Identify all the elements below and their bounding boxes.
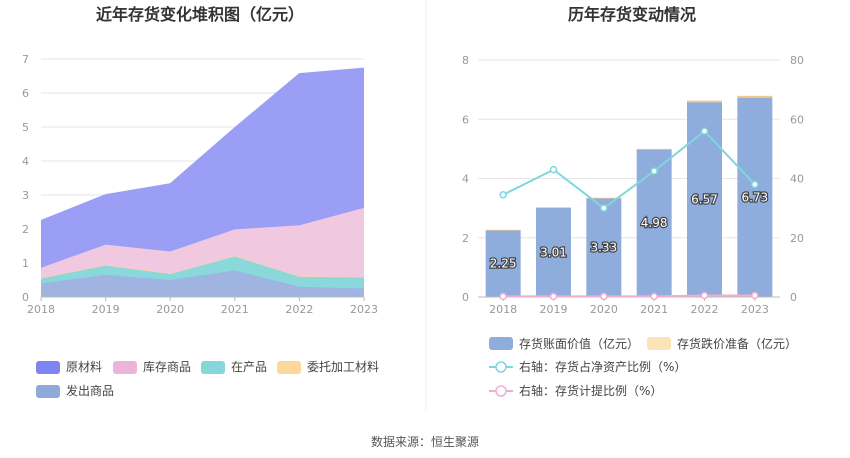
provision-ratio-line bbox=[503, 294, 755, 298]
ratio-to-net-assets-point bbox=[549, 165, 558, 174]
ratio-to-net-assets-point bbox=[751, 180, 759, 189]
left-y-tick-label: 4 bbox=[22, 155, 29, 168]
right-legend-swatch bbox=[647, 337, 671, 350]
left-x-tick-label: 2020 bbox=[156, 303, 184, 316]
left-y-tick-label: 1 bbox=[22, 257, 29, 270]
right-legend-label: 存货跌价准备（亿元） bbox=[677, 336, 797, 351]
right-y2-tick-label: 0 bbox=[790, 291, 797, 304]
right-x-tick-label: 2019 bbox=[540, 303, 568, 316]
left-y-tick-label: 7 bbox=[22, 53, 29, 66]
left-legend-swatch bbox=[113, 361, 137, 374]
right-legend-label: 右轴：存货计提比例（%） bbox=[519, 383, 662, 398]
data-source-note: 数据来源：恒生聚源 bbox=[371, 434, 479, 449]
inventory-value-bar bbox=[737, 97, 773, 297]
area-series-4 bbox=[41, 68, 364, 268]
area-series-3 bbox=[41, 207, 364, 278]
left-y-tick-label: 3 bbox=[22, 189, 29, 202]
right-legend-swatch bbox=[489, 337, 513, 350]
ratio-to-net-assets-point bbox=[700, 127, 709, 135]
provision-ratio-point bbox=[751, 291, 759, 300]
area-series-top-line-4 bbox=[40, 67, 365, 221]
right-x-tick-label: 2020 bbox=[590, 303, 618, 316]
right-x-tick-label: 2022 bbox=[691, 303, 719, 316]
right-legend-marker bbox=[495, 361, 507, 373]
left-stacked-area-chart: 0 1 2 3 4 5 6 7 2018 2019 2020 2021 2022 2023 原材料 库存商品 在… bbox=[22, 53, 379, 398]
left-chart-title: 近年存货变化堆积图（亿元） bbox=[96, 5, 304, 24]
left-legend-label: 在产品 bbox=[231, 360, 267, 374]
inventory-value-bar bbox=[536, 207, 571, 297]
bar-value-label: 3.33 bbox=[590, 241, 617, 255]
ratio-to-net-assets-line bbox=[502, 129, 756, 210]
right-x-tick-label: 2023 bbox=[741, 303, 769, 316]
provision-ratio-point bbox=[499, 292, 507, 301]
area-series-0 bbox=[41, 270, 364, 297]
bar-value-label: 3.01 bbox=[540, 245, 567, 259]
inventory-provision-bar bbox=[737, 95, 773, 98]
bar-value-label: 2.25 bbox=[490, 257, 517, 271]
bar-value-label: 4.98 bbox=[641, 216, 668, 230]
left-x-tick-label: 2019 bbox=[92, 303, 120, 316]
left-y-tick-label: 6 bbox=[22, 87, 29, 100]
ratio-to-net-assets-point bbox=[499, 191, 507, 199]
right-y-tick-label: 0 bbox=[462, 291, 469, 304]
right-x-tick-label: 2018 bbox=[489, 303, 517, 316]
provision-ratio-point bbox=[700, 291, 709, 300]
inventory-value-bar bbox=[485, 230, 521, 297]
left-x-tick-label: 2022 bbox=[285, 303, 313, 316]
provision-ratio-point bbox=[600, 292, 608, 301]
left-x-tick-label: 2021 bbox=[221, 303, 249, 316]
left-legend-label: 发出商品 bbox=[66, 383, 114, 398]
inventory-value-bar bbox=[586, 198, 622, 297]
inventory-provision-bar bbox=[687, 100, 722, 103]
left-y-tick-label: 2 bbox=[22, 223, 29, 236]
provision-ratio-point bbox=[650, 292, 658, 301]
right-chart-title: 历年存货变动情况 bbox=[568, 5, 696, 24]
left-y-tick-label: 5 bbox=[22, 121, 29, 134]
inventory-provision-bar bbox=[536, 207, 571, 209]
right-legend-label: 右轴：存货占净资产比例（%） bbox=[519, 359, 686, 374]
left-legend-swatch bbox=[277, 361, 301, 374]
left-legend-label: 原材料 bbox=[66, 360, 102, 374]
left-x-tick-label: 2023 bbox=[350, 303, 378, 316]
right-y-tick-label: 8 bbox=[462, 54, 469, 67]
inventory-provision-bar bbox=[636, 148, 672, 150]
right-y2-tick-label: 60 bbox=[790, 113, 804, 126]
right-y-tick-label: 2 bbox=[462, 232, 469, 245]
bar-value-label: 6.57 bbox=[691, 193, 718, 207]
inventory-provision-bar bbox=[586, 197, 622, 199]
left-y-tick-label: 0 bbox=[22, 291, 29, 304]
right-y-tick-label: 4 bbox=[462, 173, 469, 186]
left-legend-label: 委托加工材料 bbox=[307, 360, 379, 374]
right-y-tick-label: 6 bbox=[462, 113, 469, 126]
area-series-1 bbox=[41, 256, 364, 289]
right-x-tick-label: 2021 bbox=[640, 303, 668, 316]
ratio-to-net-assets-point bbox=[600, 204, 608, 212]
right-y2-tick-label: 80 bbox=[790, 54, 804, 67]
right-legend-marker bbox=[495, 385, 507, 397]
bar-value-label: 6.73 bbox=[741, 190, 768, 204]
right-y2-tick-label: 40 bbox=[790, 173, 804, 186]
left-x-tick-label: 2018 bbox=[27, 303, 55, 316]
left-legend-swatch bbox=[36, 361, 60, 374]
left-legend-swatch bbox=[201, 361, 225, 374]
provision-ratio-point bbox=[549, 292, 558, 301]
right-legend-label: 存货账面价值（亿元） bbox=[519, 336, 639, 351]
left-legend-swatch bbox=[36, 385, 60, 398]
left-legend-label: 库存商品 bbox=[143, 359, 191, 374]
right-y2-tick-label: 20 bbox=[790, 232, 804, 245]
inventory-provision-bar bbox=[485, 229, 521, 231]
ratio-to-net-assets-point bbox=[650, 167, 658, 175]
